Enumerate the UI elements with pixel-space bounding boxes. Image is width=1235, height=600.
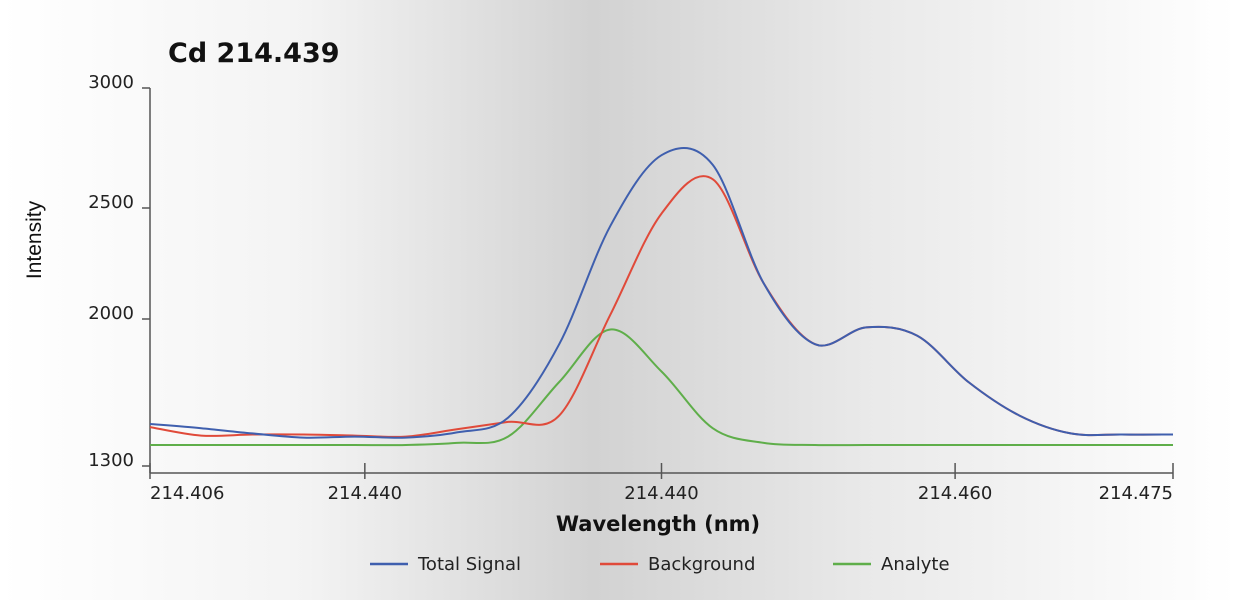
x-tick-label: 214.440 bbox=[624, 483, 698, 504]
legend-label-total-signal: Total Signal bbox=[417, 554, 521, 575]
x-tick-label: 214.475 bbox=[1099, 483, 1173, 504]
legend: Total Signal Background Analyte bbox=[370, 554, 950, 575]
x-axis-label: Wavelength (nm) bbox=[556, 512, 760, 536]
y-tick-label: 1300 bbox=[88, 450, 134, 471]
series-line-background bbox=[149, 175, 1174, 438]
y-tick-label: 2000 bbox=[88, 303, 134, 324]
series-lines bbox=[149, 146, 1174, 447]
legend-label-analyte: Analyte bbox=[881, 554, 950, 575]
y-tick-label: 3000 bbox=[88, 72, 134, 93]
x-tick-label: 214.406 bbox=[150, 483, 224, 504]
y-ticks: 1300 2000 2500 3000 bbox=[88, 72, 150, 471]
y-tick-label: 2500 bbox=[88, 192, 134, 213]
series-line-analyte bbox=[150, 328, 1173, 447]
legend-label-background: Background bbox=[648, 554, 755, 575]
x-tick-label: 214.440 bbox=[328, 483, 402, 504]
x-ticks: 214.406 214.440 214.440 214.460 214.475 bbox=[149, 463, 1174, 504]
y-axis-label: Intensity bbox=[23, 200, 46, 279]
x-tick-label: 214.460 bbox=[918, 483, 992, 504]
series-line-total-signal bbox=[149, 146, 1174, 439]
chart-title: Cd 214.439 bbox=[168, 38, 340, 69]
